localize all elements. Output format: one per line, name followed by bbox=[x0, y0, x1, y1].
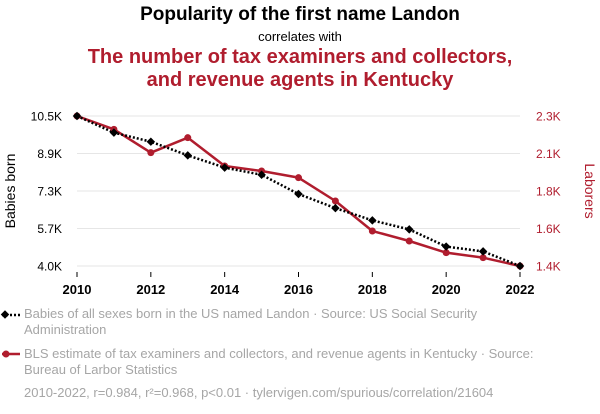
legend-item-babies: Babies of all sexes born in the US named… bbox=[24, 306, 478, 337]
point-laborers bbox=[442, 249, 450, 257]
y-right-tick-label: 2.3K bbox=[536, 110, 561, 124]
point-laborers bbox=[295, 174, 302, 182]
chart-title-secondary-line2: and revenue agents in Kentucky bbox=[146, 69, 454, 91]
y-left-tick-label: 8.9K bbox=[37, 147, 62, 161]
point-babies bbox=[220, 163, 229, 172]
point-laborers bbox=[368, 227, 376, 235]
x-tick-label: 2020 bbox=[432, 282, 461, 297]
chart-subtitle: correlates with bbox=[258, 29, 342, 44]
point-laborers bbox=[479, 254, 487, 262]
chart-title-secondary-line1: The number of tax examiners and collecto… bbox=[87, 46, 513, 68]
x-tick-label: 2016 bbox=[284, 282, 313, 297]
point-babies bbox=[441, 242, 451, 251]
y-left-tick-label: 10.5K bbox=[31, 110, 62, 124]
point-laborers bbox=[331, 197, 339, 205]
footer-stats: 2010-2022, r=0.984, r²=0.968, p<0.01 · t… bbox=[24, 385, 494, 400]
point-babies bbox=[183, 151, 192, 160]
y-right-axis-label: Laborers bbox=[582, 163, 598, 218]
chart-title: Popularity of the first name Landon bbox=[140, 4, 460, 25]
y-right-tick-label: 1.4K bbox=[536, 260, 561, 274]
point-babies bbox=[368, 216, 377, 225]
legend-marker-laborers bbox=[2, 350, 20, 358]
chart-title-secondary: The number of tax examiners and collecto… bbox=[20, 46, 580, 92]
y-left-tick-label: 7.3K bbox=[37, 185, 62, 199]
point-babies bbox=[515, 261, 525, 271]
y-right-tick-label: 1.8K bbox=[536, 185, 561, 199]
y-right-tick-label: 2.1K bbox=[536, 147, 561, 161]
x-tick-label: 2018 bbox=[358, 282, 387, 297]
point-babies bbox=[405, 225, 414, 234]
legend-item-laborers: BLS estimate of tax examiners and collec… bbox=[24, 346, 534, 377]
point-babies bbox=[109, 128, 119, 137]
point-babies bbox=[478, 247, 488, 256]
point-laborers bbox=[405, 237, 413, 245]
point-babies bbox=[72, 111, 82, 121]
y-left-tick-label: 5.7K bbox=[37, 222, 62, 236]
x-tick-label: 2012 bbox=[136, 282, 165, 297]
axes: 10.5K 8.9K 7.3K 5.7K 4.0K 2.3K 2.1K 1.8K 1.6K 1.4… bbox=[2, 110, 598, 298]
y-left-axis-label: Babies born bbox=[2, 154, 18, 229]
y-left-tick-label: 4.0K bbox=[37, 260, 62, 274]
point-laborers bbox=[184, 134, 192, 142]
y-right-tick-label: 1.6K bbox=[536, 222, 561, 236]
point-laborers bbox=[147, 149, 155, 157]
legend-marker-babies bbox=[0, 310, 20, 319]
x-tick-label: 2010 bbox=[63, 282, 92, 297]
point-babies bbox=[257, 170, 266, 180]
x-tick-label: 2022 bbox=[506, 282, 535, 297]
point-babies bbox=[294, 189, 303, 199]
point-babies bbox=[146, 137, 156, 146]
point-babies bbox=[331, 203, 340, 213]
x-tick-label: 2014 bbox=[210, 282, 240, 297]
series-markers bbox=[72, 111, 525, 271]
